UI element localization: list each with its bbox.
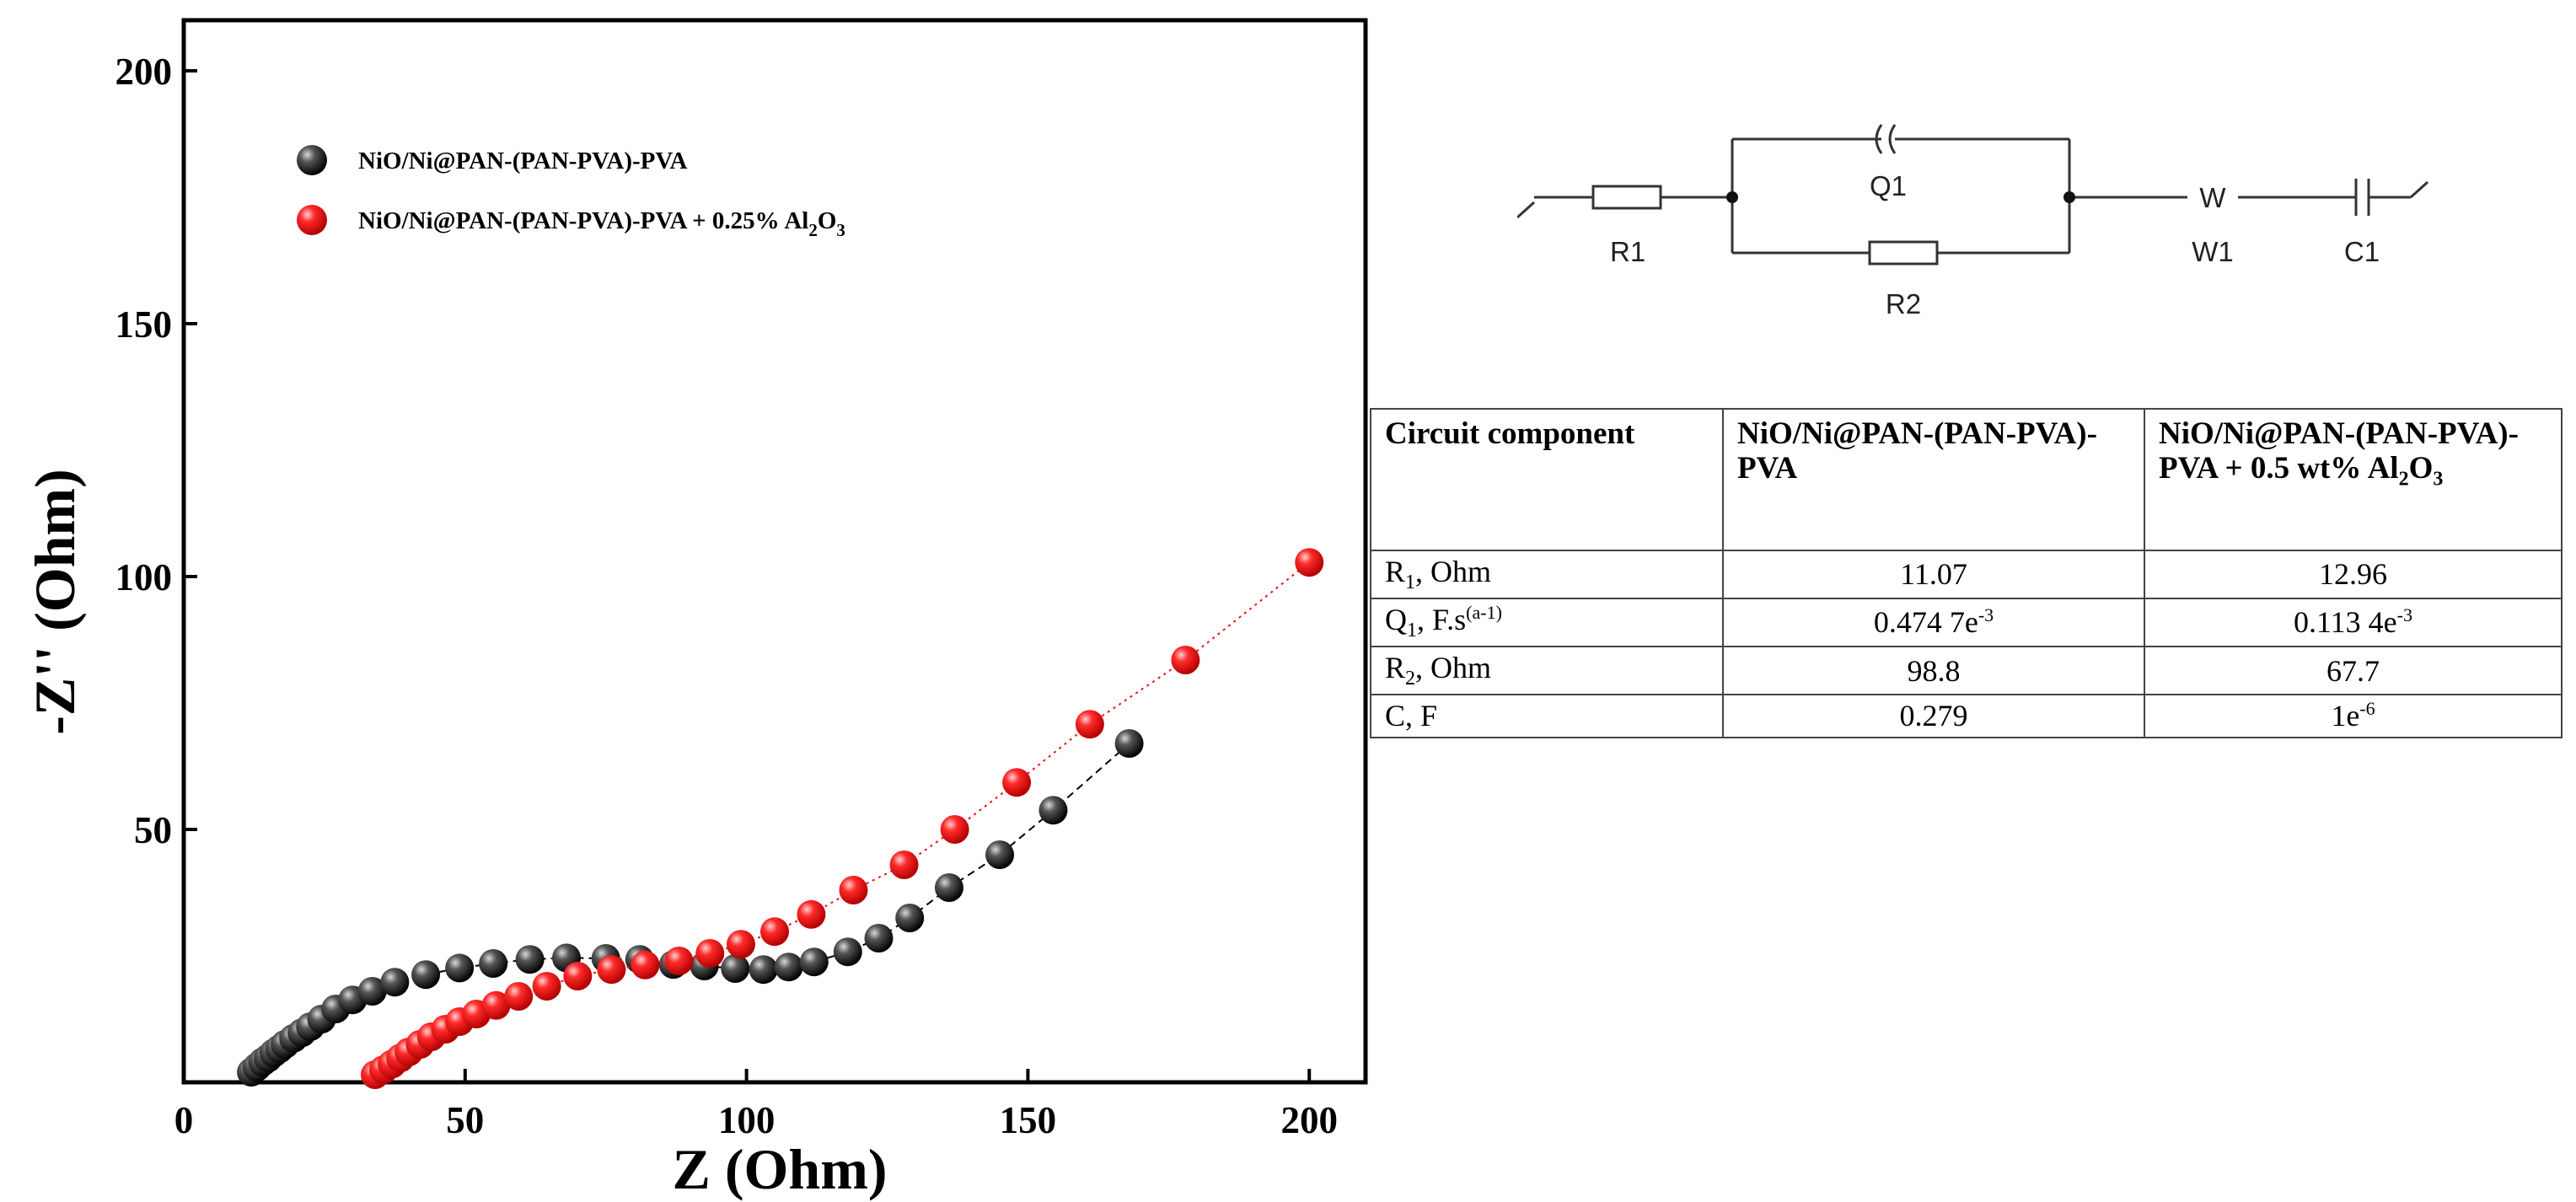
- data-point: [934, 873, 963, 902]
- cpe-q1-plate-right: [1888, 124, 1897, 154]
- data-point: [760, 917, 789, 947]
- table-cell-label: C, F: [1370, 694, 1724, 738]
- table-header-cell: NiO/Ni@PAN-(PAN-PVA)-PVA + 0.5 wt% Al2O3: [2144, 408, 2563, 551]
- data-point: [532, 972, 561, 1001]
- data-point: [695, 939, 725, 968]
- x-axis-label: Z (Ohm): [673, 1137, 888, 1201]
- y-tick-label: 50: [134, 809, 172, 851]
- legend-label-red: NiO/Ni@PAN-(PAN-PVA)-PVA + 0.25% Al2O3: [358, 207, 845, 240]
- data-point: [985, 840, 1015, 869]
- legend: NiO/Ni@PAN-(PAN-PVA)-PVA NiO/Ni@PAN-(PAN…: [297, 145, 845, 240]
- data-point: [721, 954, 750, 983]
- data-point: [481, 990, 511, 1020]
- table-row: C, F 0.279 1e-6: [1370, 694, 2563, 738]
- table-row: Q1, F.s(a-1) 0.474 7e-3 0.113 4e-3: [1370, 598, 2563, 648]
- circuit-label-q1: Q1: [1870, 170, 1907, 201]
- resistor-r1: [1591, 185, 1662, 210]
- data-point: [749, 955, 778, 985]
- circuit-label-r1: R1: [1610, 236, 1645, 267]
- data-point: [631, 950, 660, 979]
- legend-marker-black: [297, 145, 327, 175]
- data-point: [799, 947, 829, 977]
- table-cell: 12.96: [2144, 549, 2563, 600]
- data-point: [726, 930, 755, 959]
- data-point: [357, 977, 387, 1006]
- table-row: R1, Ohm 11.07 12.96: [1370, 549, 2563, 600]
- data-point: [1114, 729, 1144, 758]
- circuit-lead-left: [1517, 201, 1536, 219]
- y-tick-label: 100: [115, 556, 173, 598]
- legend-marker-red: [297, 205, 327, 235]
- table-cell: 11.07: [1722, 549, 2145, 600]
- table-cell: 1e-6: [2144, 694, 2563, 738]
- x-tick-label: 150: [1000, 1099, 1057, 1141]
- data-point: [664, 947, 694, 975]
- resistor-r2: [1868, 240, 1939, 266]
- data-point: [380, 968, 410, 997]
- data-point: [797, 899, 826, 929]
- table-cell: 0.474 7e-3: [1722, 598, 2145, 648]
- circuit-node-left: [1726, 191, 1738, 203]
- circuit-label-r2: R2: [1886, 288, 1921, 319]
- legend-label-black: NiO/Ni@PAN-(PAN-PVA)-PVA: [358, 148, 688, 174]
- table-cell-label: R1, Ohm: [1370, 549, 1724, 600]
- circuit-label-c1: C1: [2344, 236, 2380, 267]
- plot-frame: [181, 18, 1368, 1085]
- x-tick-label: 0: [174, 1099, 194, 1141]
- circuit-lead-right: [2409, 180, 2429, 199]
- table-header-cell: Circuit component: [1370, 408, 1724, 551]
- data-point: [1075, 710, 1104, 739]
- table-cell: 98.8: [1722, 646, 2145, 696]
- data-point: [1038, 796, 1068, 825]
- circuit-node-right: [2063, 191, 2075, 203]
- data-point: [940, 815, 969, 844]
- table-cell: 0.279: [1722, 694, 2145, 738]
- x-tick-label: 100: [718, 1099, 775, 1141]
- data-point: [504, 982, 534, 1011]
- data-point: [1295, 548, 1324, 577]
- data-point: [563, 962, 593, 990]
- data-point: [515, 945, 545, 974]
- data-point: [889, 851, 919, 879]
- nyquist-plot: 0 50 100 150 200 50 100 150 200 NiO/Ni@PAN-(PAN-…: [23, 18, 1368, 1201]
- data-point: [479, 949, 508, 978]
- y-axis-label: -Z'' (Ohm): [23, 469, 87, 734]
- table-cell: 67.7: [2144, 646, 2563, 696]
- table-header-row: Circuit component NiO/Ni@PAN-(PAN-PVA)-P…: [1370, 408, 2563, 551]
- data-point: [864, 924, 894, 952]
- series-line: [250, 743, 1130, 1073]
- y-tick-label: 200: [115, 51, 173, 93]
- data-point: [1002, 768, 1032, 797]
- circuit-label-w1: W1: [2192, 236, 2234, 267]
- cpe-q1-plate-left: [1875, 124, 1883, 154]
- y-tick-label: 150: [115, 303, 173, 346]
- x-tick-label: 200: [1280, 1099, 1338, 1141]
- table-header-cell: NiO/Ni@PAN-(PAN-PVA)-PVA: [1722, 408, 2145, 551]
- data-point: [833, 937, 862, 967]
- data-point: [895, 904, 925, 932]
- data-point: [839, 876, 868, 904]
- data-point: [445, 953, 475, 983]
- circuit-symbol-w: W: [2199, 182, 2226, 213]
- fit-parameters-table: Circuit component NiO/Ni@PAN-(PAN-PVA)-P…: [1370, 408, 2563, 738]
- data-point: [597, 955, 626, 985]
- plot-area: 0 50 100 150 200 50 100 150 200: [115, 18, 1368, 1141]
- data-point: [1171, 646, 1200, 674]
- table-cell-label: R2, Ohm: [1370, 646, 1724, 696]
- equivalent-circuit: R1 Q1 R2 W W1 C1: [1517, 124, 2429, 319]
- x-tick-label: 50: [446, 1099, 484, 1141]
- table-cell-label: Q1, F.s(a-1): [1370, 598, 1724, 648]
- data-point: [411, 960, 441, 990]
- table-cell: 0.113 4e-3: [2144, 598, 2563, 648]
- table-row: R2, Ohm 98.8 67.7: [1370, 646, 2563, 696]
- data-point: [774, 952, 803, 982]
